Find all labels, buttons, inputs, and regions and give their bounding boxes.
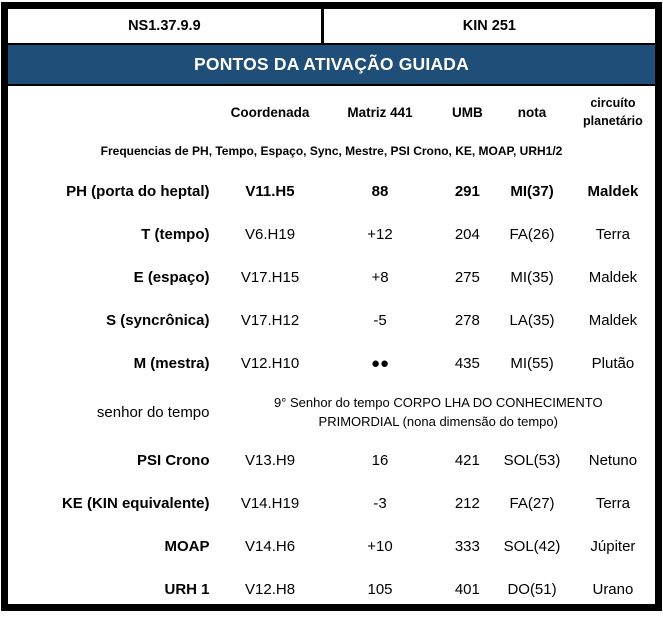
row-label: PH (porta do heptal) bbox=[66, 183, 210, 200]
column-header-circuito: circuíto planetário bbox=[571, 86, 655, 138]
cell-circuito: Terra bbox=[595, 495, 631, 512]
cell-circuito: Urano bbox=[592, 581, 634, 598]
page-title: PONTOS DA ATIVAÇÃO GUIADA bbox=[194, 54, 469, 74]
cell-matriz: +8 bbox=[371, 269, 389, 286]
cell-circuito: Maldek bbox=[588, 269, 638, 286]
row-label: KE (KIN equivalente) bbox=[61, 495, 210, 512]
column-header-matriz: Matriz 441 bbox=[347, 104, 413, 120]
column-header-umb: UMB bbox=[451, 104, 483, 120]
row-label: M (mestra) bbox=[133, 355, 210, 372]
cell-nota: FA(26) bbox=[509, 226, 555, 243]
cell-matriz: 105 bbox=[367, 581, 393, 598]
cell-matriz: ●● bbox=[370, 355, 390, 372]
row-label: URH 1 bbox=[164, 581, 210, 598]
column-header-empty bbox=[8, 86, 222, 138]
title-bar: PONTOS DA ATIVAÇÃO GUIADA bbox=[8, 45, 655, 86]
cell-circuito: Maldek bbox=[588, 312, 638, 329]
activation-table: Coordenada Matriz 441 UMB nota circuíto … bbox=[8, 86, 655, 604]
cell-umb: 333 bbox=[454, 538, 480, 555]
cell-circuito: Júpiter bbox=[590, 538, 636, 555]
row-label: senhor do tempo bbox=[96, 403, 210, 421]
row-label: T (tempo) bbox=[141, 226, 210, 243]
cell-nota: LA(35) bbox=[509, 312, 555, 329]
subtitle-row: Frequencias de PH, Tempo, Espaço, Sync, … bbox=[8, 138, 655, 170]
table-row: MOAP V14.H6 +10 333 SOL(42) Júpiter bbox=[8, 525, 655, 568]
cell-nota: SOL(53) bbox=[503, 452, 561, 469]
column-header-circuito-line2: planetário bbox=[583, 114, 643, 128]
cell-umb: 275 bbox=[454, 269, 480, 286]
cell-coordenada: V6.H19 bbox=[245, 226, 296, 243]
cell-coordenada: V12.H8 bbox=[245, 581, 296, 598]
table-row: PH (porta do heptal) V11.H5 88 291 MI(37… bbox=[8, 170, 655, 213]
cell-circuito: Terra bbox=[595, 226, 631, 243]
cell-umb: 204 bbox=[454, 226, 480, 243]
cell-coordenada: V13.H9 bbox=[245, 452, 296, 469]
cell-coordenada: V12.H10 bbox=[240, 355, 300, 372]
table-body: Coordenada Matriz 441 UMB nota circuíto … bbox=[8, 86, 655, 604]
cell-matriz: 88 bbox=[371, 183, 389, 200]
cell-nota: SOL(42) bbox=[503, 538, 561, 555]
cell-umb: 421 bbox=[454, 452, 480, 469]
top-header-cells: NS1.37.9.9 KIN 251 bbox=[8, 9, 655, 45]
cell-coordenada: V14.H19 bbox=[240, 495, 300, 512]
column-header-row: Coordenada Matriz 441 UMB nota circuíto … bbox=[8, 86, 655, 138]
row-label: E (espaço) bbox=[133, 269, 210, 286]
cell-matriz: +12 bbox=[367, 226, 393, 243]
row-label: MOAP bbox=[164, 538, 210, 555]
cell-matriz: -3 bbox=[373, 495, 387, 512]
cell-circuito: Netuno bbox=[588, 452, 638, 469]
row-label: PSI Crono bbox=[136, 452, 210, 469]
cell-circuito: Plutão bbox=[591, 355, 635, 372]
cell-circuito: Maldek bbox=[587, 183, 639, 200]
cell-nota: FA(27) bbox=[509, 495, 555, 512]
table-row: PSI Crono V13.H9 16 421 SOL(53) Netuno bbox=[8, 439, 655, 482]
table-row: T (tempo) V6.H19 +12 204 FA(26) Terra bbox=[8, 213, 655, 256]
cell-matriz: 16 bbox=[371, 452, 389, 469]
column-header-circuito-line1: circuíto bbox=[590, 95, 636, 110]
cell-coordenada: V11.H5 bbox=[245, 183, 295, 200]
cell-umb: 291 bbox=[454, 183, 480, 200]
row-label: S (syncrônica) bbox=[106, 312, 210, 329]
cell-coordenada: V17.H12 bbox=[240, 312, 300, 329]
cell-matriz: -5 bbox=[373, 312, 387, 329]
kin-cell: KIN 251 bbox=[324, 9, 655, 43]
cell-nota: DO(51) bbox=[507, 581, 557, 598]
ns-code-value: NS1.37.9.9 bbox=[128, 18, 201, 34]
frequencies-subtitle: Frequencias de PH, Tempo, Espaço, Sync, … bbox=[100, 144, 563, 158]
cell-matriz: +10 bbox=[367, 538, 393, 555]
cell-coordenada: V14.H6 bbox=[245, 538, 296, 555]
column-header-coordenada: Coordenada bbox=[230, 104, 310, 120]
cell-nota: MI(35) bbox=[510, 269, 554, 286]
cell-umb: 278 bbox=[454, 312, 480, 329]
kin-value: KIN 251 bbox=[462, 18, 516, 34]
column-header-nota: nota bbox=[517, 104, 547, 120]
table-row: E (espaço) V17.H15 +8 275 MI(35) Maldek bbox=[8, 256, 655, 299]
table-row: S (syncrônica) V17.H12 -5 278 LA(35) Mal… bbox=[8, 299, 655, 342]
cell-nota: MI(55) bbox=[510, 355, 554, 372]
cell-coordenada: V17.H15 bbox=[240, 269, 300, 286]
cell-umb: 435 bbox=[454, 355, 480, 372]
ns-code-cell: NS1.37.9.9 bbox=[8, 9, 324, 43]
cell-umb: 212 bbox=[454, 495, 480, 512]
table-row: M (mestra) V12.H10 ●● 435 MI(55) Plutão bbox=[8, 342, 655, 385]
cell-span-text: 9° Senhor do tempo CORPO LHA DO CONHECIM… bbox=[273, 394, 603, 430]
table-row-spanning: senhor do tempo 9° Senhor do tempo CORPO… bbox=[8, 385, 655, 439]
table-row: URH 1 V12.H8 105 401 DO(51) Urano bbox=[8, 568, 655, 604]
cell-nota: MI(37) bbox=[510, 183, 554, 200]
cell-umb: 401 bbox=[454, 581, 480, 598]
table-row: KE (KIN equivalente) V14.H19 -3 212 FA(2… bbox=[8, 482, 655, 525]
